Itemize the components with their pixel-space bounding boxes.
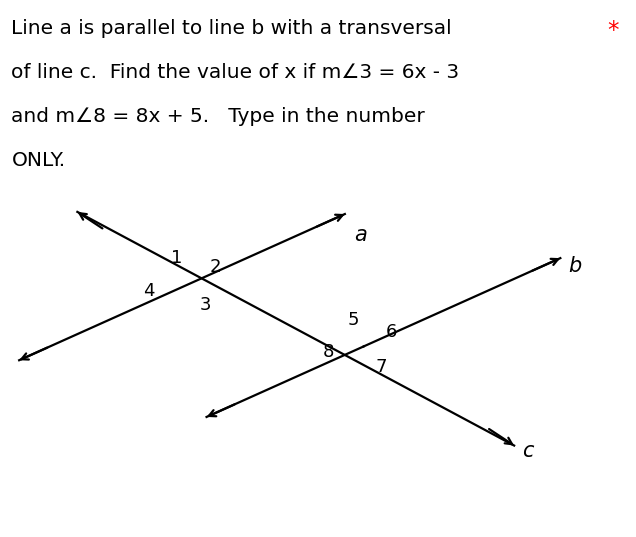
Text: 4: 4 [143,281,155,300]
Text: b: b [568,256,581,276]
Text: a: a [354,225,367,245]
Text: 3: 3 [199,296,211,314]
Text: 2: 2 [210,258,221,276]
Text: *: * [607,19,619,42]
Text: 6: 6 [386,323,398,340]
Text: c: c [522,441,533,461]
Text: 1: 1 [172,249,183,267]
Text: 8: 8 [323,343,335,361]
Text: 5: 5 [347,311,359,329]
Text: Line a is parallel to line b with a transversal: Line a is parallel to line b with a tran… [11,19,452,38]
Text: of line c.  Find the value of x if m∠3 = 6x - 3: of line c. Find the value of x if m∠3 = … [11,63,460,82]
Text: 7: 7 [375,358,387,376]
Text: and m∠8 = 8x + 5.   Type in the number: and m∠8 = 8x + 5. Type in the number [11,107,425,126]
Text: ONLY.: ONLY. [11,151,66,170]
